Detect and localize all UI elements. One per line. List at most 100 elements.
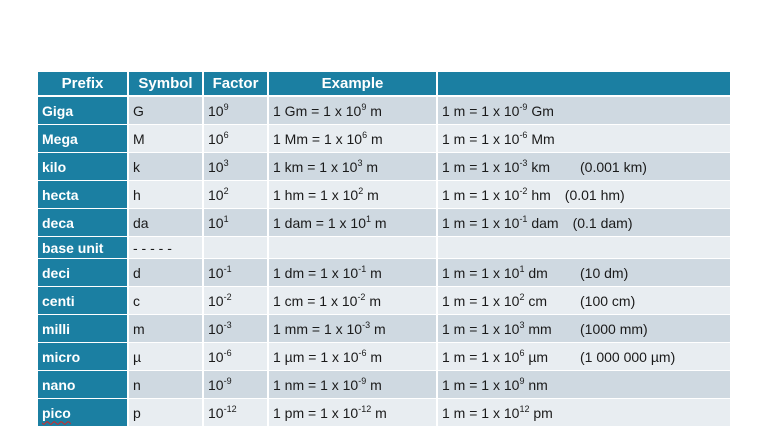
example-exponent: 2: [358, 185, 364, 196]
header-conversion: [437, 72, 730, 97]
symbol-cell: da: [128, 208, 204, 237]
example-text: 1 Gm = 1 x 10: [273, 102, 362, 119]
example-text: 1 mm = 1 x 10: [273, 320, 363, 337]
symbol-cell: m: [128, 314, 204, 343]
prefix-cell: nano: [38, 370, 129, 399]
symbol-cell: p: [128, 398, 204, 427]
example-cell: 1 km = 1 x 103 m: [268, 152, 438, 181]
header-factor: Factor: [203, 72, 269, 97]
example-unit: m: [367, 130, 383, 147]
conversion-exponent: -2: [519, 185, 528, 196]
example-exponent: 6: [362, 129, 368, 140]
conversion-cell: 1 m = 1 x 10-1 dam (0.1 dam): [437, 208, 730, 237]
factor-base: 10: [208, 404, 224, 421]
prefix-name: deci: [42, 264, 71, 281]
factor-cell: 102: [203, 180, 269, 209]
symbol-cell: n: [128, 370, 204, 399]
prefix-name: pico: [42, 404, 71, 421]
prefix-cell: pico: [38, 398, 129, 427]
example-cell: 1 Gm = 1 x 109 m: [268, 96, 438, 125]
prefix-cell: centi: [38, 286, 129, 315]
example-exponent: 9: [361, 101, 367, 112]
conversion-cell: [437, 236, 730, 259]
conversion-cell: 1 m = 1 x 101 dm (10 dm): [437, 258, 730, 287]
symbol-cell: G: [128, 96, 204, 125]
factor-base: 10: [208, 376, 224, 393]
si-prefix-table: Prefix Symbol Factor Example Giga G 109 1 G…: [38, 72, 730, 427]
example-unit: m: [366, 102, 382, 119]
conversion-unit: cm: [524, 292, 548, 309]
conversion-note: (100 cm): [580, 292, 636, 309]
example-unit: m: [363, 186, 379, 203]
factor-cell: 10-2: [203, 286, 269, 315]
symbol-cell: k: [128, 152, 204, 181]
factor-base: 10: [208, 158, 224, 175]
factor-cell: 10-1: [203, 258, 269, 287]
conversion-text: 1 m = 1 x 10: [442, 320, 520, 337]
example-text: 1 nm = 1 x 10: [273, 376, 359, 393]
factor-cell: 101: [203, 208, 269, 237]
example-cell: 1 dm = 1 x 10-1 m: [268, 258, 438, 287]
conversion-text: 1 m = 1 x 10: [442, 264, 520, 281]
factor-base: 10: [208, 130, 224, 147]
factor-cell: [203, 236, 269, 259]
conversion-exponent: 3: [519, 319, 525, 330]
prefix-cell: deca: [38, 208, 129, 237]
conversion-exponent: -3: [519, 157, 528, 168]
symbol-cell: d: [128, 258, 204, 287]
example-exponent: 3: [357, 157, 363, 168]
conversion-unit: nm: [524, 376, 548, 393]
prefix-name: deca: [42, 214, 74, 231]
example-cell: [268, 236, 438, 259]
factor-cell: 10-3: [203, 314, 269, 343]
conversion-note: (0.001 km): [580, 158, 647, 175]
conversion-cell: 1 m = 1 x 106 µm (1 000 000 µm): [437, 342, 730, 371]
conversion-cell: 1 m = 1 x 102 cm (100 cm): [437, 286, 730, 315]
factor-base: 10: [208, 186, 224, 203]
conversion-exponent: -1: [519, 213, 528, 224]
example-cell: 1 hm = 1 x 102 m: [268, 180, 438, 209]
example-text: 1 cm = 1 x 10: [273, 292, 358, 309]
example-text: 1 hm = 1 x 10: [273, 186, 359, 203]
example-unit: m: [371, 214, 387, 231]
conversion-unit: mm: [524, 320, 552, 337]
conversion-text: 1 m = 1 x 10: [442, 348, 520, 365]
conversion-cell: 1 m = 1 x 10-3 km (0.001 km): [437, 152, 730, 181]
conversion-text: 1 m = 1 x 10: [442, 158, 520, 175]
conversion-exponent: 12: [519, 403, 530, 414]
conversion-text: 1 m = 1 x 10: [442, 186, 520, 203]
example-exponent: -9: [358, 375, 367, 386]
conversion-exponent: 9: [519, 375, 525, 386]
example-exponent: -2: [357, 291, 366, 302]
example-cell: 1 dam = 1 x 101 m: [268, 208, 438, 237]
example-text: 1 km = 1 x 10: [273, 158, 358, 175]
conversion-text: 1 m = 1 x 10: [442, 292, 520, 309]
example-unit: m: [370, 320, 386, 337]
factor-base: 10: [208, 102, 224, 119]
prefix-cell: hecta: [38, 180, 129, 209]
factor-cell: 10-6: [203, 342, 269, 371]
example-unit: m: [366, 376, 382, 393]
header-example: Example: [268, 72, 438, 97]
conversion-unit: km: [527, 158, 551, 175]
example-exponent: -12: [358, 403, 372, 414]
example-exponent: -3: [362, 319, 371, 330]
conversion-unit: Mm: [527, 130, 555, 147]
conversion-exponent: -9: [519, 101, 528, 112]
prefix-name: Mega: [42, 130, 78, 147]
factor-exponent: -12: [223, 403, 237, 414]
example-unit: m: [366, 264, 382, 281]
symbol-value: M: [133, 130, 145, 147]
factor-exponent: -2: [223, 291, 232, 302]
factor-exponent: 1: [223, 213, 229, 224]
symbol-value: da: [133, 214, 149, 231]
factor-exponent: 2: [223, 185, 229, 196]
